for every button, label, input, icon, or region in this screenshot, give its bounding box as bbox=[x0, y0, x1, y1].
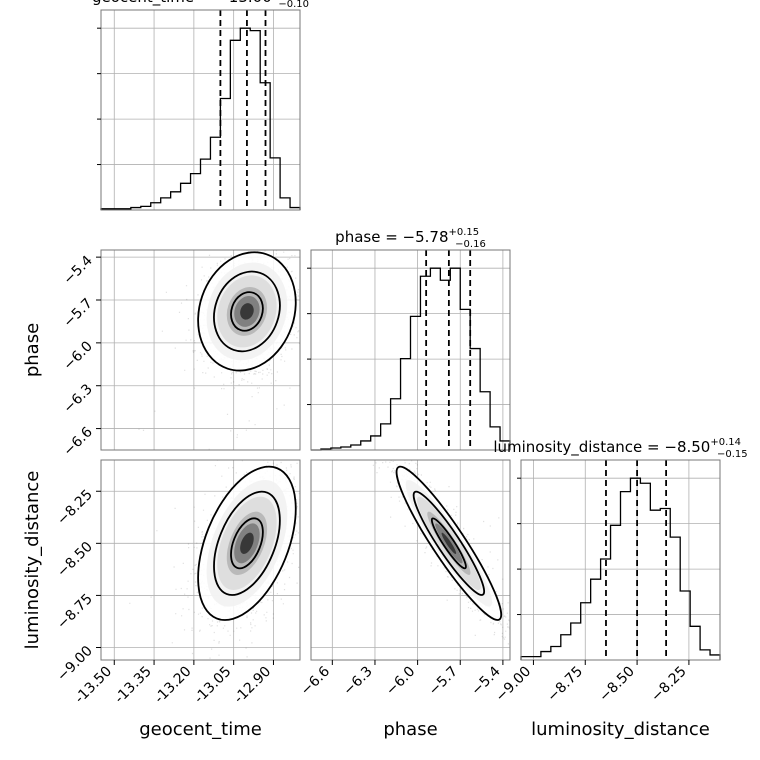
hist-title-phase: phase = −5.78+0.15 −0.16 bbox=[335, 227, 486, 250]
hist-background bbox=[521, 460, 720, 660]
ytick-label-phase: −6.3 bbox=[60, 381, 95, 416]
hist-title-luminosity_distance: luminosity_distance = −8.50+0.14 −0.15 bbox=[493, 437, 747, 460]
contour-1 bbox=[213, 490, 281, 596]
hist-step-luminosity_distance bbox=[520, 477, 721, 660]
xtick-label-phase: −6.3 bbox=[340, 664, 375, 699]
hist-step-geocent_time bbox=[100, 27, 301, 210]
xtick-label-luminosity_distance: −9.00 bbox=[493, 664, 535, 706]
hist-step-phase bbox=[311, 267, 511, 451]
xtick-label-geocent_time: -13.35 bbox=[112, 664, 155, 707]
xtick-label-phase: −6.6 bbox=[298, 663, 333, 698]
hist-background bbox=[101, 10, 300, 210]
scatter-panel-phase-luminosity_distance bbox=[310, 459, 511, 661]
ytick-label-luminosity_distance: −8.50 bbox=[54, 539, 96, 581]
xtick-label-geocent_time: -12.90 bbox=[231, 664, 274, 707]
xtick-label-geocent_time: -13.05 bbox=[191, 664, 234, 707]
panels-layer bbox=[97, 9, 721, 661]
yaxis-label-phase: phase bbox=[22, 323, 43, 377]
panel-content bbox=[101, 250, 300, 450]
scatter-panel-geocent_time-luminosity_distance bbox=[100, 459, 301, 661]
yaxis-label-luminosity_distance: luminosity_distance bbox=[22, 471, 43, 650]
panel-content bbox=[311, 460, 510, 660]
xaxis-label-luminosity_distance: luminosity_distance bbox=[531, 719, 710, 740]
ytick-label-luminosity_distance: −8.25 bbox=[54, 487, 96, 529]
ytick-label-phase: −6.6 bbox=[60, 424, 95, 459]
contour-1 bbox=[213, 270, 281, 353]
xtick-label-luminosity_distance: −8.50 bbox=[596, 664, 638, 706]
contour-0 bbox=[197, 465, 297, 621]
xtick-label-luminosity_distance: −8.75 bbox=[544, 664, 586, 706]
scatter-panel-geocent_time-phase bbox=[100, 249, 301, 451]
xtick-label-phase: −5.7 bbox=[426, 664, 461, 699]
contour-2 bbox=[230, 517, 264, 570]
scatter-frame bbox=[310, 459, 511, 661]
scatter-frame bbox=[100, 249, 301, 451]
hist-title-geocent_time: geocent_time = −13.00+0.07−0.10 bbox=[92, 0, 309, 10]
hist-frame bbox=[100, 9, 301, 211]
ytick-label-phase: −5.7 bbox=[60, 296, 95, 331]
hist-panel-phase bbox=[307, 249, 511, 451]
contour-2 bbox=[230, 291, 264, 332]
hist-frame bbox=[310, 249, 511, 451]
ytick-label-luminosity_distance: −8.75 bbox=[54, 591, 96, 633]
density-shade-5 bbox=[240, 532, 254, 554]
panel-content bbox=[101, 460, 300, 660]
xtick-label-luminosity_distance: −8.25 bbox=[648, 664, 690, 706]
contour-1 bbox=[412, 490, 486, 596]
density-shade-5 bbox=[441, 532, 457, 554]
ytick-label-phase: −6.0 bbox=[60, 338, 95, 373]
contour-2 bbox=[430, 517, 467, 570]
contour-0 bbox=[197, 251, 297, 372]
xtick-label-phase: −6.0 bbox=[383, 664, 418, 699]
xaxis-label-phase: phase bbox=[383, 719, 437, 740]
xtick-label-geocent_time: -13.20 bbox=[151, 664, 194, 707]
hist-panel-geocent_time bbox=[97, 9, 301, 211]
hist-panel-luminosity_distance bbox=[517, 459, 721, 661]
hist-frame bbox=[520, 459, 721, 661]
xaxis-label-geocent_time: geocent_time bbox=[139, 719, 262, 740]
contour-0 bbox=[395, 465, 503, 621]
ytick-label-phase: −5.4 bbox=[60, 253, 95, 288]
density-shade-5 bbox=[240, 303, 254, 320]
scatter-frame bbox=[100, 459, 301, 661]
